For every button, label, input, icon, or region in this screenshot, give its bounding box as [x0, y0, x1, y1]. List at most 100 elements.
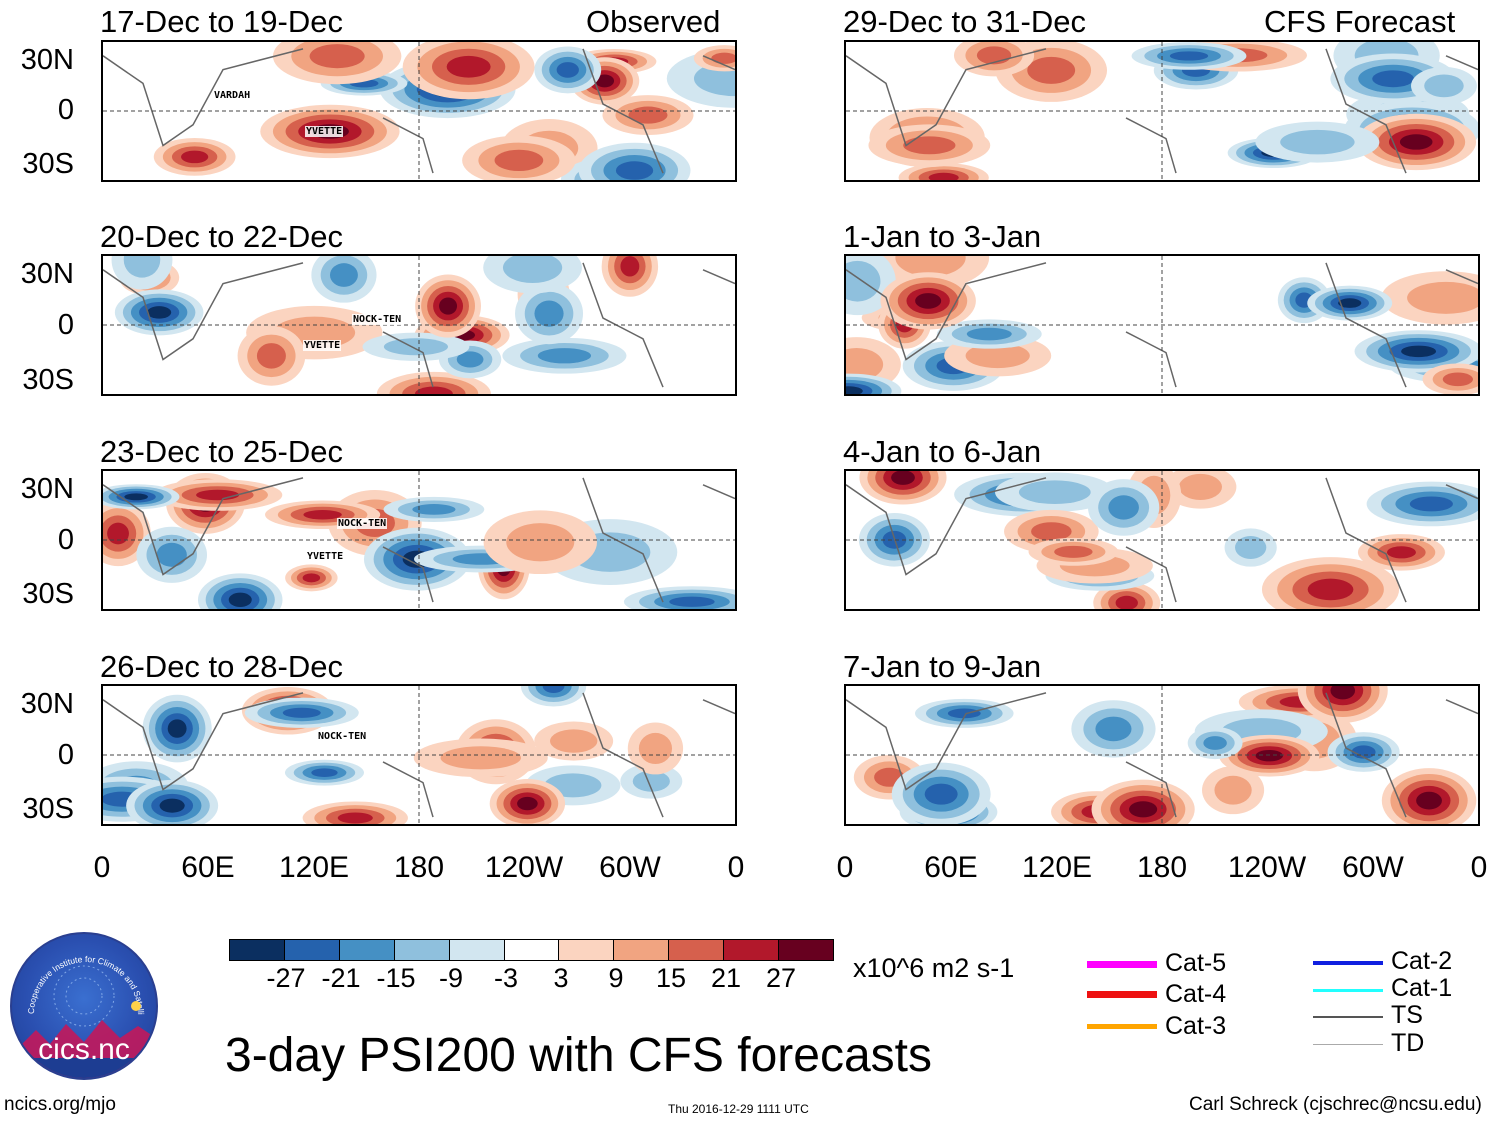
- positive-anomaly-contour: [620, 256, 640, 277]
- colorbar-swatch: [668, 940, 724, 960]
- positive-anomaly-contour: [1178, 473, 1223, 500]
- legend-label-cat3: Cat-3: [1165, 1012, 1227, 1040]
- panel-5-tag: CFS Forecast: [1264, 4, 1456, 39]
- positive-anomaly-contour: [1255, 750, 1283, 762]
- colorbar-label: 21: [710, 963, 742, 993]
- legend-label-cat5: Cat-5: [1165, 949, 1227, 977]
- storm-label-yvette: YVETTE: [303, 340, 342, 351]
- anomaly-field: [846, 256, 1478, 394]
- colorbar-swatch: [723, 940, 779, 960]
- panel-1-tag: Observed: [586, 4, 721, 39]
- positive-anomaly-contour: [1031, 522, 1072, 541]
- legend-label-cat1: Cat-1: [1391, 974, 1453, 1002]
- positive-anomaly-contour: [196, 489, 240, 501]
- panel-8-period: 7-Jan to 9-Jan: [843, 649, 1042, 684]
- negative-anomaly-contour: [456, 351, 484, 368]
- coastline: [103, 477, 735, 603]
- negative-anomaly-contour: [556, 62, 579, 78]
- coastline: [846, 477, 1478, 603]
- negative-anomaly-contour: [124, 493, 148, 501]
- panel-5-period: 29-Dec to 31-Dec: [843, 4, 1086, 39]
- coastline: [846, 48, 1478, 174]
- panel-7-period: 4-Jan to 6-Jan: [843, 434, 1042, 469]
- map-panel-3: [101, 469, 737, 611]
- lat-label-eq: 0: [57, 524, 74, 556]
- coastline: [103, 692, 735, 818]
- legend-swatch-cat2: [1313, 961, 1383, 965]
- cics-logo: Cooperative Institute for Climate and Sa…: [10, 932, 158, 1080]
- lat-label-30n: 30N: [20, 473, 74, 505]
- positive-anomaly-contour: [256, 343, 286, 369]
- negative-anomaly-contour: [1108, 495, 1139, 520]
- negative-anomaly-contour: [1372, 70, 1415, 88]
- positive-anomaly-contour: [506, 523, 575, 562]
- storm-label-nock-ten: NOCK-TEN: [317, 731, 368, 742]
- coastline: [846, 692, 1478, 818]
- negative-anomaly-contour: [537, 348, 592, 364]
- lon-label-0: 0: [836, 851, 854, 884]
- positive-anomaly-contour: [1416, 791, 1442, 810]
- colorbar-swatch: [778, 940, 833, 960]
- negative-anomaly-contour: [412, 504, 456, 515]
- positive-anomaly-contour: [303, 509, 342, 520]
- positive-anomaly-contour: [1307, 578, 1354, 601]
- map-panel-7: [844, 469, 1480, 611]
- colorbar-label: 27: [765, 963, 797, 993]
- lat-label-30s: 30S: [22, 793, 74, 825]
- sun-icon: [131, 1001, 141, 1011]
- negative-anomaly-contour: [1401, 345, 1437, 358]
- lat-label-30n: 30N: [20, 44, 74, 76]
- lon-label-180: 180: [1136, 851, 1188, 884]
- logo-ring-text: Cooperative Institute for Climate and Sa…: [12, 934, 146, 1015]
- colorbar-label: -9: [438, 963, 463, 993]
- positive-anomaly-contour: [1442, 372, 1473, 387]
- logo-wordmark: cics.nc: [38, 1033, 130, 1066]
- svg-text:Cooperative Institute for Clim: Cooperative Institute for Climate and Sa…: [12, 934, 146, 1015]
- positive-anomaly-contour: [903, 136, 956, 155]
- footer-site-link[interactable]: ncics.org/mjo: [4, 1094, 116, 1115]
- storm-label-vardah: VARDAH: [213, 90, 252, 101]
- negative-anomaly-contour: [1280, 129, 1355, 155]
- legend-swatch-td: [1313, 1044, 1383, 1045]
- map-panel-8: [844, 684, 1480, 826]
- lon-label-60e: 60E: [181, 851, 235, 884]
- anomaly-field: [111, 256, 659, 394]
- lon-label-120e: 120E: [278, 851, 350, 884]
- lon-label-120e: 120E: [1021, 851, 1093, 884]
- map-panel-5: [844, 40, 1480, 182]
- positive-anomaly-contour: [1386, 546, 1416, 559]
- positive-anomaly-contour: [517, 796, 538, 811]
- positive-anomaly-contour: [928, 172, 959, 180]
- positive-anomaly-contour: [107, 522, 129, 545]
- legend-label-td: TD: [1391, 1029, 1425, 1057]
- positive-anomaly-contour: [1399, 134, 1433, 150]
- positive-anomaly-contour: [1407, 281, 1478, 314]
- negative-anomaly-contour: [502, 256, 563, 284]
- negative-anomaly-contour: [123, 256, 161, 278]
- legend-swatch-cat3: [1087, 1024, 1157, 1029]
- colorbar-label: -27: [266, 963, 306, 993]
- storm-label-nock-ten: NOCK-TEN: [352, 314, 403, 325]
- anomaly-field: [868, 42, 1478, 180]
- negative-anomaly-contour: [632, 770, 670, 792]
- positive-anomaly-contour: [440, 746, 521, 770]
- positive-anomaly-contour: [414, 386, 453, 394]
- colorbar-swatch: [503, 940, 559, 960]
- negative-anomaly-contour: [282, 707, 321, 718]
- positive-anomaly-contour: [1330, 686, 1356, 700]
- positive-anomaly-contour: [309, 44, 365, 69]
- positive-anomaly-contour: [965, 343, 1030, 369]
- legend-swatch-cat5: [1087, 961, 1157, 968]
- lon-label-0: 0: [93, 851, 111, 884]
- lon-label-0-end: 0: [1470, 851, 1488, 884]
- negative-anomaly-contour: [615, 161, 654, 180]
- lat-label-30n: 30N: [20, 688, 74, 720]
- positive-anomaly-contour: [891, 471, 915, 485]
- storm-label-yvette: YVETTE: [306, 551, 345, 562]
- lat-label-eq: 0: [57, 739, 74, 771]
- colorbar-swatch: [230, 940, 284, 960]
- negative-anomaly-contour: [846, 386, 863, 394]
- positive-anomaly-contour: [1214, 775, 1252, 805]
- negative-anomaly-contour: [1424, 74, 1464, 98]
- colorbar-label: -15: [376, 963, 416, 993]
